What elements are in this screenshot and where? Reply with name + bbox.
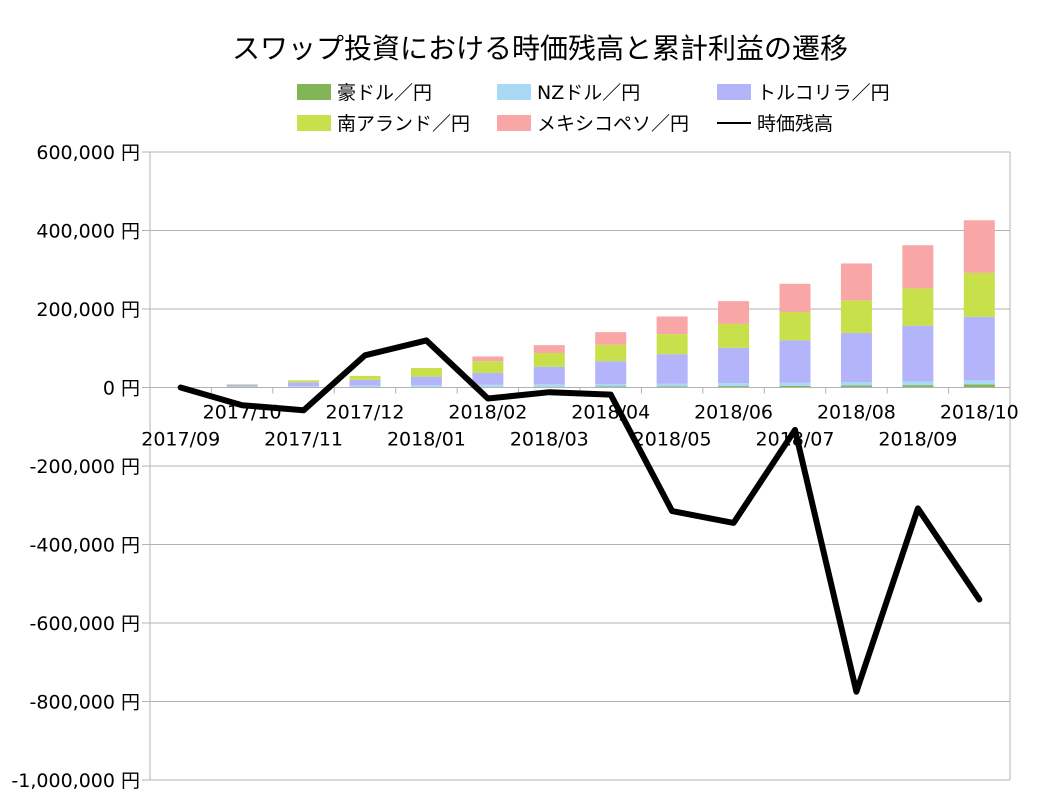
bar-segment — [656, 316, 688, 335]
y-tick-label: -1,000,000 円 — [11, 770, 140, 792]
x-tick-label: 2017/09 — [141, 429, 220, 451]
bar-segment — [349, 385, 381, 388]
y-tick-label: 0 円 — [103, 378, 140, 400]
x-tick-label: 2018/06 — [694, 402, 773, 424]
bar-segment — [902, 245, 934, 289]
bar-segment — [226, 384, 258, 385]
bar-segment — [472, 384, 504, 387]
bar-segment — [779, 312, 811, 341]
grid — [142, 151, 1011, 781]
bar-segment — [963, 384, 995, 388]
bar-segment — [840, 300, 872, 333]
bar-segment — [410, 385, 442, 387]
bar-segment — [779, 340, 811, 383]
legend-label: 南アランド／円 — [337, 113, 470, 135]
bar-segment — [656, 383, 688, 387]
bar-segment — [963, 272, 995, 317]
bar-segment — [595, 383, 627, 387]
y-tick-label: -600,000 円 — [30, 613, 140, 635]
bar-segment — [902, 325, 934, 382]
bar-segment — [902, 288, 934, 326]
bar-segment — [779, 382, 811, 386]
bar-segment — [656, 354, 688, 384]
bar-segment — [288, 382, 320, 387]
bar-segment — [656, 334, 688, 355]
legend-label: NZドル／円 — [537, 82, 640, 104]
bar-segment — [595, 332, 627, 345]
bar-segment — [840, 332, 872, 383]
bar-segment — [656, 386, 688, 388]
bar-segment — [533, 345, 565, 353]
bar-segment — [840, 263, 872, 301]
bar-segment — [718, 347, 750, 384]
bar-segment — [840, 382, 872, 386]
x-tick-label: 2017/11 — [264, 429, 343, 451]
legend-label: トルコリラ／円 — [757, 82, 890, 104]
bar-segment — [349, 379, 381, 386]
bar-segment — [533, 384, 565, 387]
line-series — [177, 337, 983, 695]
y-tick-label: -200,000 円 — [30, 456, 140, 478]
bar-segment — [410, 367, 442, 377]
x-tick-label: 2018/01 — [387, 429, 466, 451]
y-tick-label: 200,000 円 — [36, 299, 140, 321]
bar-segment — [902, 381, 934, 386]
x-tick-label: 2018/02 — [448, 402, 527, 424]
series-line-jika-zandaka — [177, 337, 983, 695]
bar-segment — [410, 376, 442, 386]
bar-segment — [533, 366, 565, 385]
bar-segment — [718, 383, 750, 387]
bar-segment — [472, 356, 504, 362]
bar-segment — [472, 361, 504, 373]
bar-segment — [963, 220, 995, 273]
x-tick-label: 2017/12 — [326, 402, 405, 424]
bar-segment — [595, 361, 627, 384]
x-tick-label: 2018/09 — [878, 429, 957, 451]
bar-segment — [718, 301, 750, 324]
bar-segment — [902, 385, 934, 388]
y-tick-label: 600,000 円 — [36, 142, 140, 164]
legend-swatch — [297, 115, 331, 131]
legend-label: 時価残高 — [757, 113, 833, 135]
y-tick-label: -400,000 円 — [30, 535, 140, 557]
legend-swatch — [717, 84, 751, 100]
bar-segment — [533, 352, 565, 367]
legend-swatch — [497, 115, 531, 131]
x-tick-label: 2018/04 — [571, 402, 650, 424]
x-tick-label: 2018/03 — [510, 429, 589, 451]
x-tick-labels: 2017/092017/102017/112017/122018/012018/… — [141, 402, 1019, 451]
bar-segment — [226, 384, 258, 387]
bar-segment — [779, 385, 811, 388]
bar-segment — [840, 385, 872, 388]
legend-label: 豪ドル／円 — [337, 82, 432, 104]
bar-segment — [779, 283, 811, 313]
legend-label: メキシコペソ／円 — [537, 113, 689, 135]
chart-title: スワップ投資における時価残高と累計利益の遷移 — [232, 32, 848, 65]
y-tick-labels: 600,000 円 400,000 円 200,000 円 0 円 -200,000 円… — [11, 142, 140, 792]
x-tick-label: 2018/10 — [940, 402, 1019, 424]
x-tick-label: 2018/05 — [633, 429, 712, 451]
bar-segment — [963, 316, 995, 381]
bar-segment — [718, 386, 750, 388]
legend-swatch — [297, 84, 331, 100]
bar-segment — [288, 386, 320, 388]
bar-segment — [595, 344, 627, 362]
bar-segment — [718, 323, 750, 348]
x-tick-label: 2018/08 — [817, 402, 896, 424]
bar-segment — [349, 375, 381, 380]
legend-swatch — [497, 84, 531, 100]
y-tick-label: -800,000 円 — [30, 692, 140, 714]
bars — [149, 220, 1011, 394]
bar-segment — [472, 372, 504, 385]
bar-segment — [963, 380, 995, 385]
bar-segment — [288, 380, 320, 383]
y-tick-label: 400,000 円 — [36, 221, 140, 243]
